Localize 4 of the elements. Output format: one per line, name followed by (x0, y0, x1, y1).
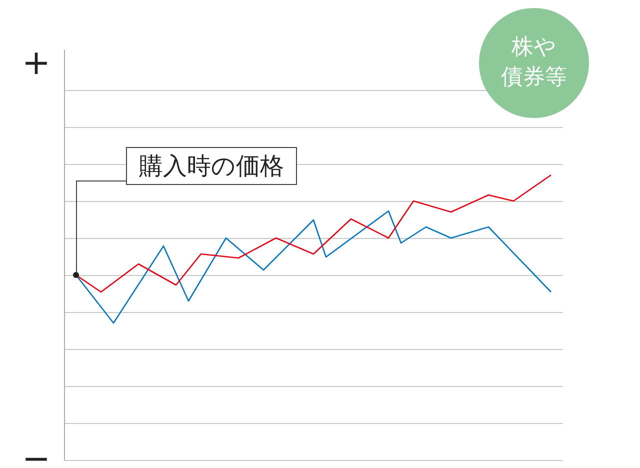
text: + (22, 43, 50, 83)
annotation: 購入時の価格 (126, 147, 297, 185)
text: 株や債券等 (501, 34, 567, 92)
text: − (22, 439, 50, 468)
